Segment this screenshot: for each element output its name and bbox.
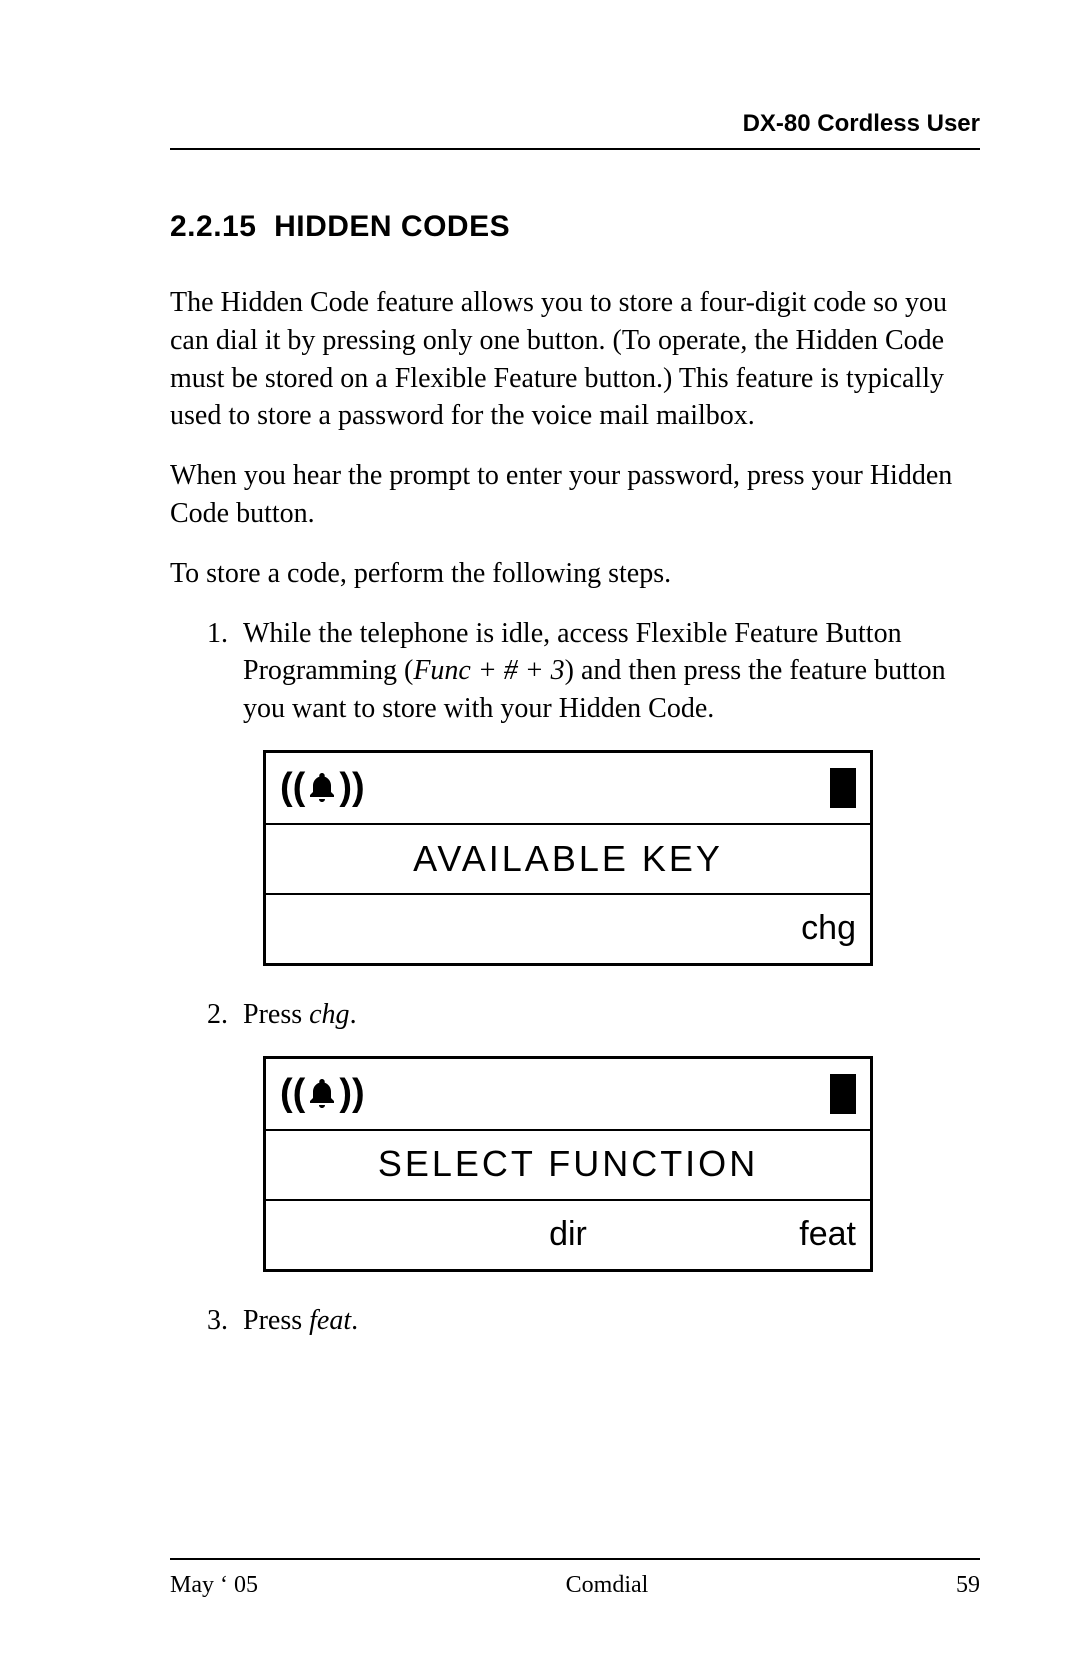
step-3-key: feat bbox=[309, 1305, 351, 1336]
steps-list: While the telephone is idle, access Flex… bbox=[170, 615, 980, 1340]
ringer-icon: (()) bbox=[280, 1068, 365, 1119]
step-1: While the telephone is idle, access Flex… bbox=[235, 615, 980, 966]
footer-vendor: Comdial bbox=[566, 1572, 649, 1599]
lcd1-softkey-mid bbox=[472, 906, 664, 952]
step-3-text-b: . bbox=[351, 1305, 358, 1336]
battery-icon bbox=[830, 768, 856, 808]
lcd2-softkey-right: feat bbox=[664, 1212, 856, 1258]
lcd1-softkey-left bbox=[280, 906, 472, 952]
lcd2-softkey-mid: dir bbox=[472, 1212, 664, 1258]
footer-rule bbox=[170, 1558, 980, 1560]
lcd1-softkey-right: chg bbox=[664, 906, 856, 952]
step-3-text-a: Press bbox=[243, 1305, 309, 1336]
section-number: 2.2.15 bbox=[170, 210, 256, 243]
lcd1-row1: (()) bbox=[266, 753, 870, 823]
footer-page: 59 bbox=[956, 1572, 980, 1599]
section-title: HIDDEN CODES bbox=[274, 210, 510, 243]
lcd2-row1: (()) bbox=[266, 1059, 870, 1129]
intro-para-2: When you hear the prompt to enter your p… bbox=[170, 457, 980, 533]
lcd1-row3: chg bbox=[266, 893, 870, 963]
step-2-text-b: . bbox=[350, 999, 357, 1030]
intro-para-1: The Hidden Code feature allows you to st… bbox=[170, 284, 980, 435]
header-rule bbox=[170, 148, 980, 150]
step-2-text-a: Press bbox=[243, 999, 309, 1030]
step-2: Press chg. (()) SELECT FUNCTION bbox=[235, 996, 980, 1272]
lcd2-row2: SELECT FUNCTION bbox=[266, 1129, 870, 1199]
lcd2-softkey-left bbox=[280, 1212, 472, 1258]
lcd2-message: SELECT FUNCTION bbox=[280, 1140, 856, 1189]
step-1-funccode: Func + # + 3 bbox=[413, 655, 564, 686]
lcd2-row3: dir feat bbox=[266, 1199, 870, 1269]
running-head: DX-80 Cordless User bbox=[170, 110, 980, 148]
step-3: Press feat. bbox=[235, 1302, 980, 1340]
intro-para-3: To store a code, perform the following s… bbox=[170, 555, 980, 593]
footer-date: May ‘ 05 bbox=[170, 1572, 258, 1599]
section-heading: 2.2.15 HIDDEN CODES bbox=[170, 210, 980, 244]
lcd-display-2: (()) SELECT FUNCTION dir feat bbox=[263, 1056, 873, 1272]
battery-icon bbox=[830, 1074, 856, 1114]
lcd1-message: AVAILABLE KEY bbox=[280, 835, 856, 884]
step-2-key: chg bbox=[309, 999, 349, 1030]
page-footer: May ‘ 05 Comdial 59 bbox=[170, 1558, 980, 1599]
lcd1-row2: AVAILABLE KEY bbox=[266, 823, 870, 893]
ringer-icon: (()) bbox=[280, 762, 365, 813]
page: DX-80 Cordless User 2.2.15 HIDDEN CODES … bbox=[0, 0, 1080, 1424]
lcd-display-1: (()) AVAILABLE KEY chg bbox=[263, 750, 873, 966]
